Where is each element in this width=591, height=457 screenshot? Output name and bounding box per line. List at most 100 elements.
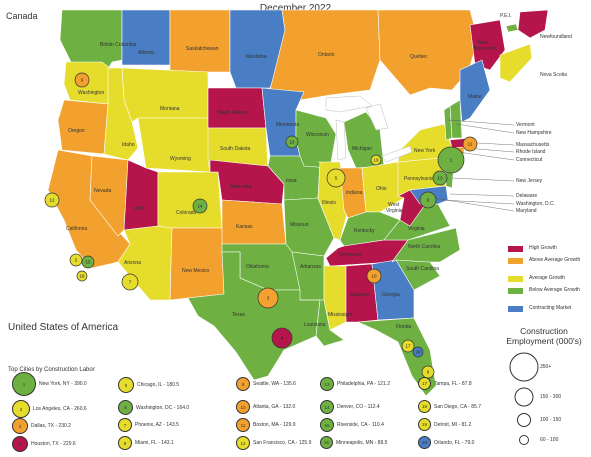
label-massachusetts: Massachusetts — [516, 142, 550, 148]
lake-huron — [365, 103, 389, 131]
label-delaware: Delaware — [516, 193, 538, 199]
svg-text:British Columbia: British Columbia — [100, 42, 137, 48]
city-bubble[interactable]: 10 — [366, 268, 382, 284]
svg-text:Louisiana: Louisiana — [304, 322, 326, 328]
employment-size-circles — [509, 352, 539, 445]
city-bubble-rank: 4 — [281, 336, 284, 341]
svg-text:Georgia: Georgia — [382, 292, 400, 298]
city-bubble-circle — [285, 135, 299, 149]
svg-text:Iowa: Iowa — [286, 178, 297, 184]
label-nova-scotia: Nova Scotia — [540, 72, 567, 78]
state-maine[interactable] — [459, 59, 491, 123]
leader-lines — [433, 119, 515, 212]
label-vermont: Vermont — [516, 122, 535, 128]
city-bubble-rank: 7 — [129, 280, 132, 285]
city-bubble[interactable]: 17 — [401, 339, 415, 353]
state-mississippi[interactable] — [323, 265, 347, 331]
state-nevada[interactable] — [89, 155, 129, 237]
region-nova-scotia[interactable] — [499, 43, 533, 83]
region-quebec[interactable] — [377, 9, 479, 96]
legend-swatch-contracting — [508, 306, 523, 312]
city-bubble-rank: 1 — [450, 158, 453, 163]
city-list-item: 10 Atlanta, GA - 132.0 — [236, 400, 295, 414]
size-circle-150-300 — [514, 387, 534, 407]
city-bubble[interactable]: 15 — [81, 255, 95, 269]
city-list-item: 12 San Francisco, CA - 125.9 — [236, 436, 311, 450]
city-list-label: New York, NY - 390.0 — [39, 381, 87, 387]
svg-text:North Carolina: North Carolina — [408, 244, 440, 250]
state-florida[interactable] — [357, 317, 437, 397]
great-lakes — [325, 95, 373, 113]
svg-text:Saskatchewan: Saskatchewan — [186, 46, 219, 52]
city-list-marker: 18 — [418, 400, 431, 413]
city-bubble[interactable]: 11 — [462, 136, 478, 152]
city-list-item: 18 San Diego, CA - 85.7 — [418, 400, 481, 413]
city-bubble-rank: 15 — [85, 260, 91, 265]
legend-label: Above Average Growth — [529, 257, 581, 263]
city-bubble[interactable]: 16 — [285, 135, 299, 149]
state-texas[interactable] — [187, 251, 321, 381]
city-bubble-circle — [74, 72, 90, 88]
svg-text:Virginia: Virginia — [408, 226, 425, 232]
size-circle-60-100 — [519, 435, 529, 445]
state-new-hampshire[interactable] — [449, 99, 463, 139]
city-list-item: 7 Phoenix, AZ - 143.5 — [118, 418, 179, 432]
city-bubble-circle — [326, 168, 346, 188]
lake-erie — [381, 145, 413, 163]
city-list-marker: 1 — [12, 372, 36, 396]
city-list-item: 6 Washington, DC - 164.0 — [118, 400, 189, 415]
city-bubble-circle — [432, 170, 448, 186]
city-list-label: Chicago, IL - 180.5 — [137, 382, 180, 388]
city-bubble[interactable]: 4 — [271, 327, 293, 349]
city-bubble[interactable]: 9 — [74, 72, 90, 88]
state-ohio[interactable] — [361, 161, 405, 213]
city-bubble[interactable]: 13 — [432, 170, 448, 186]
city-bubble[interactable]: 1 — [437, 146, 465, 174]
city-bubble[interactable]: 14 — [192, 198, 208, 214]
region-newfoundland[interactable] — [517, 9, 549, 39]
city-bubble[interactable]: 18 — [76, 270, 88, 282]
city-bubble-circle — [121, 273, 139, 291]
svg-text:South Carolina: South Carolina — [406, 266, 439, 272]
svg-text:P.E.I.: P.E.I. — [500, 13, 512, 19]
svg-text:Nevada: Nevada — [94, 188, 111, 194]
city-bubble-circle — [271, 327, 293, 349]
city-list-label: Tampa, FL - 87.8 — [434, 380, 472, 387]
svg-text:Kentucky: Kentucky — [354, 228, 375, 234]
city-bubble-rank: 3 — [267, 296, 270, 301]
city-bubble[interactable]: 20 — [412, 346, 424, 358]
city-list-marker: 11 — [236, 418, 250, 432]
city-list-marker: 10 — [236, 400, 250, 414]
svg-text:Maine: Maine — [468, 94, 482, 100]
city-list-label: Riverside, CA - 110.4 — [337, 422, 384, 428]
city-list-label: Detroit, MI - 81.2 — [434, 421, 472, 428]
city-bubble-rank: 9 — [81, 78, 84, 83]
city-bubble[interactable]: 2 — [69, 253, 83, 267]
svg-text:Florida: Florida — [396, 324, 412, 330]
region-new-brunswick[interactable] — [469, 19, 506, 71]
city-bubble[interactable]: 19 — [370, 154, 382, 166]
svg-text:Idaho: Idaho — [122, 142, 135, 148]
city-bubble-rank: 11 — [468, 142, 473, 147]
svg-text:Arkansas: Arkansas — [300, 264, 321, 270]
legend-item: Below Average Growth — [508, 287, 589, 294]
city-list-label: Miami, FL - 143.1 — [135, 440, 174, 446]
svg-text:West: West — [388, 202, 400, 208]
city-bubble[interactable]: 12 — [44, 192, 60, 208]
city-list-label: Seattle, WA - 135.6 — [253, 381, 296, 387]
state-georgia[interactable] — [371, 259, 415, 321]
city-bubble[interactable]: 5 — [326, 168, 346, 188]
city-bubble-circle — [401, 339, 415, 353]
city-list-marker: 2 — [12, 400, 30, 418]
state-oregon[interactable] — [57, 99, 109, 155]
city-bubble[interactable]: 3 — [257, 287, 279, 309]
svg-text:Michigan: Michigan — [352, 146, 372, 152]
svg-text:Tennessee: Tennessee — [338, 252, 362, 258]
city-bubble[interactable]: 6 — [419, 191, 437, 209]
city-bubble-circle — [44, 192, 60, 208]
state-north-carolina[interactable] — [391, 227, 461, 263]
city-bubble[interactable]: 7 — [121, 273, 139, 291]
svg-text:North Dakota: North Dakota — [218, 110, 248, 116]
legend-item: Above Average Growth — [508, 257, 589, 264]
